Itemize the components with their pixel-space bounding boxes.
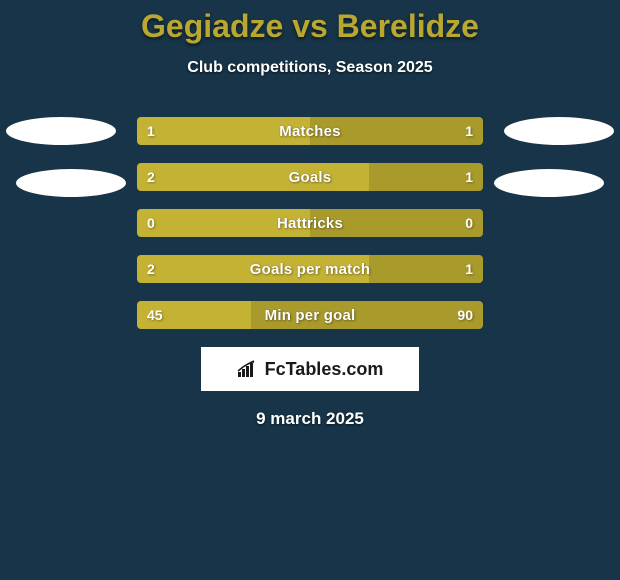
page-title: Gegiadze vs Berelidze (0, 0, 620, 45)
stat-row: 21Goals (137, 163, 483, 191)
page-root: Gegiadze vs Berelidze Club competitions,… (0, 0, 620, 580)
stat-row: 00Hattricks (137, 209, 483, 237)
stat-row: 21Goals per match (137, 255, 483, 283)
stat-row: 11Matches (137, 117, 483, 145)
brand-badge[interactable]: FcTables.com (201, 347, 419, 391)
page-subtitle: Club competitions, Season 2025 (0, 59, 620, 77)
stat-label: Matches (137, 117, 483, 145)
stat-row: 4590Min per goal (137, 301, 483, 329)
stat-label: Min per goal (137, 301, 483, 329)
player-right-marker (504, 117, 614, 145)
stat-label: Goals per match (137, 255, 483, 283)
bar-list: 11Matches 21Goals 00Hattricks 21Goals per m… (137, 117, 483, 329)
comparison-chart: 11Matches 21Goals 00Hattricks 21Goals per m… (0, 117, 620, 329)
brand-text: FcTables.com (265, 359, 384, 380)
date-label: 9 march 2025 (0, 409, 620, 429)
player-right-marker (494, 169, 604, 197)
stat-label: Goals (137, 163, 483, 191)
stat-label: Hattricks (137, 209, 483, 237)
bar-chart-icon (237, 360, 259, 378)
player-left-marker (16, 169, 126, 197)
player-left-marker (6, 117, 116, 145)
